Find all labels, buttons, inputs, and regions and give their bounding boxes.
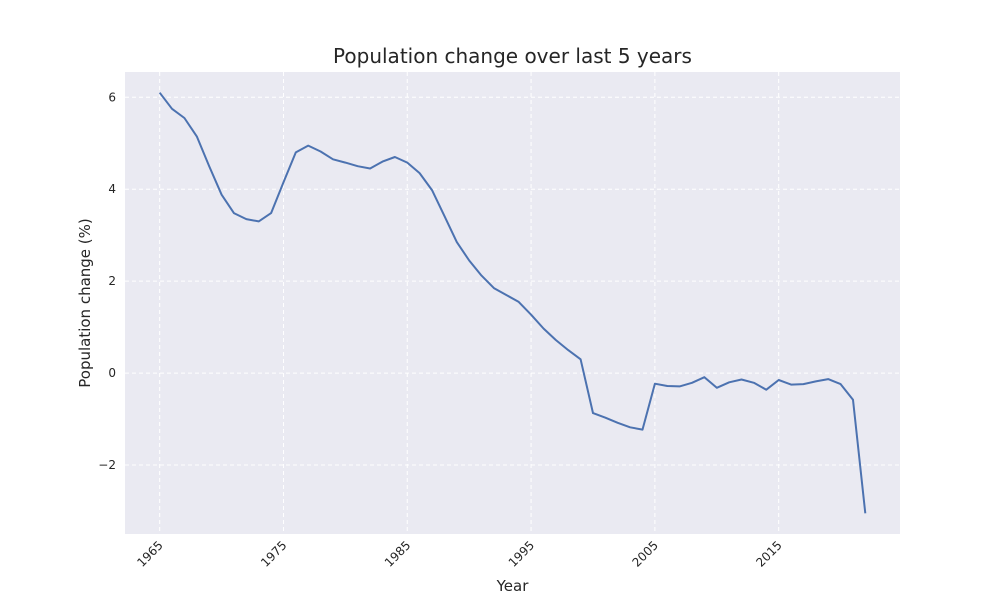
y-tick-label: −2 <box>98 458 116 472</box>
x-tick-label: 2005 <box>629 538 660 569</box>
series-line <box>158 92 867 514</box>
grid-lines <box>125 72 900 534</box>
y-tick-label: 4 <box>108 182 116 196</box>
x-tick-label: 1995 <box>506 538 537 569</box>
x-tick-label: 1985 <box>382 538 413 569</box>
x-tick-label: 2015 <box>753 538 784 569</box>
y-tick-label: 6 <box>108 90 116 104</box>
y-tick-label: 2 <box>108 274 116 288</box>
chart-title: Population change over last 5 years <box>333 44 692 68</box>
x-axis-label: Year <box>496 577 530 595</box>
plot-area <box>125 72 900 534</box>
y-tick-label: 0 <box>108 366 116 380</box>
x-tick-label: 1975 <box>258 538 289 569</box>
x-tick-label: 1965 <box>134 538 165 569</box>
series-group <box>158 92 867 514</box>
y-axis-label: Population change (%) <box>76 218 94 388</box>
